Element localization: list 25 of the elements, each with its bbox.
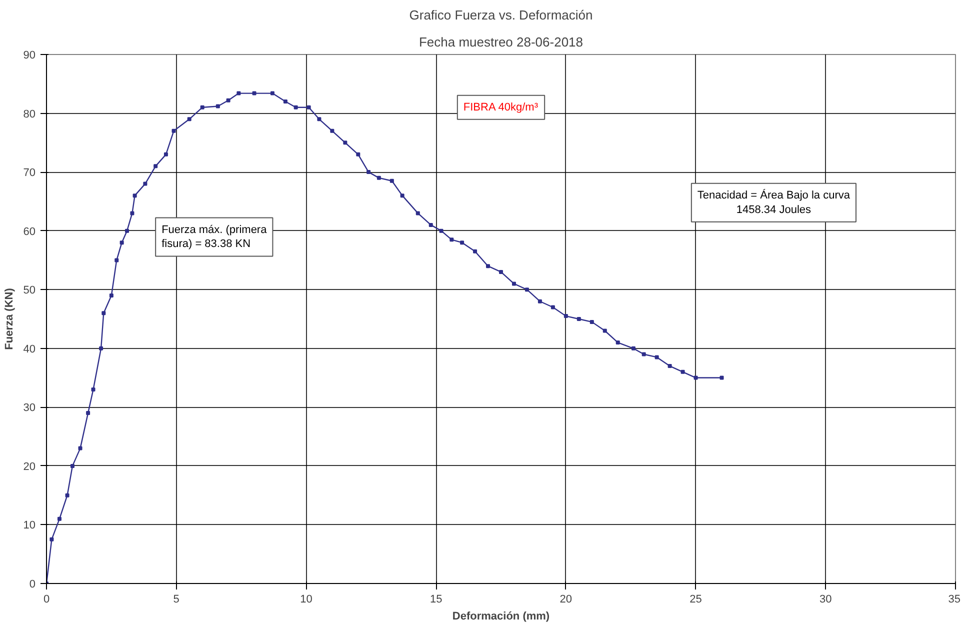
- chart-subtitle: Fecha muestreo 28-06-2018: [418, 34, 584, 50]
- x-tick-label: 10: [300, 594, 312, 606]
- y-tick-label: 80: [23, 108, 36, 120]
- x-axis-title: Deformación (mm): [452, 610, 550, 622]
- x-tick-label: 25: [690, 594, 702, 606]
- x-tick-label: 20: [560, 594, 572, 606]
- y-tick-label: 30: [23, 402, 36, 414]
- y-tick-label: 20: [23, 460, 36, 473]
- y-tick-label: 70: [23, 167, 36, 180]
- annotation: FIBRA 40kg/m³: [463, 101, 538, 114]
- x-tick-label: 35: [948, 594, 961, 606]
- annotation: Fuerza máx. (primera fisura) = 83.38 KN: [162, 224, 268, 250]
- x-tick-label: 5: [173, 594, 180, 606]
- x-tick-label: 30: [820, 594, 832, 606]
- y-axis-title: Fuerza (KN): [3, 288, 16, 350]
- annotation: Tenacidad = Área Bajo la curva 1458.34 Joules: [697, 188, 851, 216]
- y-tick-label: 0: [29, 578, 36, 590]
- y-tick-label: 90: [23, 50, 36, 62]
- chart-title: Grafico Fuerza vs. Deformación: [409, 8, 593, 22]
- y-tick-label: 10: [23, 520, 36, 532]
- x-tick-label: 15: [430, 594, 442, 606]
- y-tick-label: 40: [23, 343, 36, 356]
- y-tick-label: 50: [23, 284, 36, 297]
- x-tick-label: 0: [43, 594, 50, 606]
- y-tick-label: 60: [23, 226, 36, 238]
